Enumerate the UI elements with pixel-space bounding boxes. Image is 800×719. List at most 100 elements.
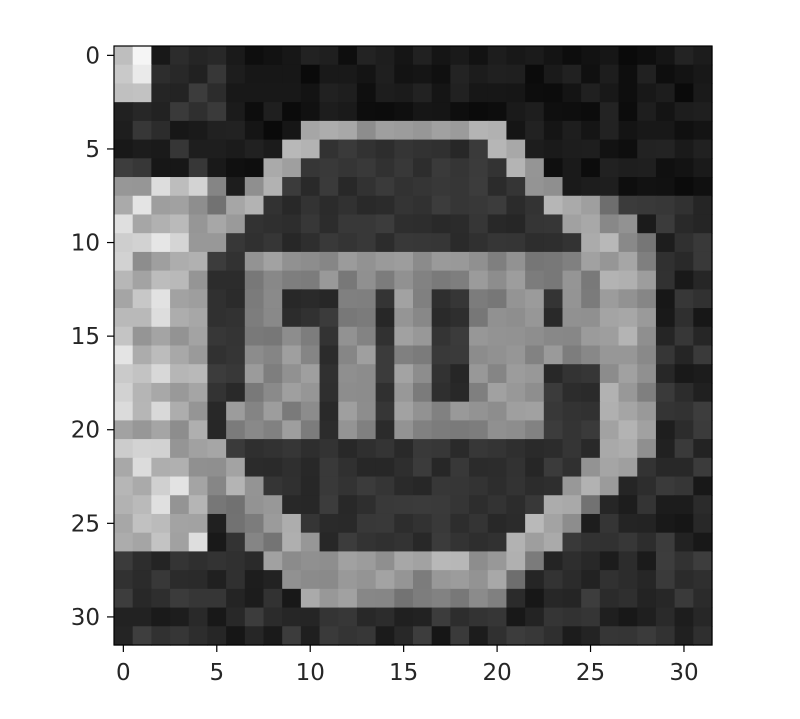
pixel-cell (655, 233, 676, 253)
pixel-cell (599, 345, 620, 365)
pixel-cell (319, 177, 339, 197)
pixel-cell (599, 401, 620, 421)
pixel-cell (674, 158, 694, 178)
pixel-cell (581, 46, 601, 66)
pixel-cell (506, 214, 526, 234)
pixel-cell (394, 158, 414, 178)
pixel-cell (244, 382, 265, 403)
pixel-cell (543, 364, 564, 384)
pixel-cell (506, 345, 526, 365)
pixel-cell (637, 102, 657, 122)
pixel-cell (207, 420, 227, 440)
pixel-cell (674, 364, 694, 384)
y-tick-label: 20 (71, 418, 100, 444)
pixel-cell (525, 177, 545, 197)
pixel-cell (244, 364, 265, 384)
pixel-cell (618, 214, 638, 234)
pixel-cell (562, 532, 582, 553)
pixel-cell (599, 364, 620, 384)
pixel-cell (375, 64, 395, 85)
pixel-cell (375, 102, 395, 122)
pixel-cell (581, 401, 601, 421)
pixel-cell (599, 233, 620, 253)
pixel-cell (151, 326, 171, 347)
pixel-cell (226, 233, 246, 253)
pixel-cell (655, 495, 676, 515)
pixel-cell (226, 551, 246, 571)
pixel-cell (282, 588, 302, 609)
pixel-cell (693, 195, 713, 216)
pixel-cell (244, 551, 265, 571)
pixel-cell (356, 551, 377, 571)
pixel-cell (338, 420, 358, 440)
pixel-cell (618, 233, 638, 253)
pixel-cell (114, 102, 134, 122)
pixel-cell (581, 382, 601, 403)
pixel-cell (300, 46, 321, 66)
pixel-cell (114, 158, 134, 178)
pixel-cell (282, 364, 302, 384)
pixel-cell (562, 588, 582, 609)
pixel-cell (151, 476, 171, 496)
pixel-cell (375, 83, 395, 103)
pixel-cell (543, 345, 564, 365)
pixel-cell (543, 626, 564, 646)
pixel-cell (543, 289, 564, 309)
y-axis: 0 5 10 15 20 25 30 (71, 43, 114, 631)
pixel-cell (375, 420, 395, 440)
pixel-cell (450, 158, 470, 178)
pixel-cell (356, 64, 377, 85)
pixel-cell (599, 551, 620, 571)
pixel-cell (394, 308, 414, 328)
pixel-cell (319, 233, 339, 253)
pixel-cell (356, 139, 377, 159)
pixel-cell (394, 214, 414, 234)
pixel-cell (525, 364, 545, 384)
pixel-cell (282, 439, 302, 459)
pixel-cell (431, 495, 451, 515)
pixel-cell (263, 495, 283, 515)
pixel-cell (170, 251, 190, 272)
pixel-cell (226, 364, 246, 384)
pixel-cell (207, 401, 227, 421)
pixel-cell (394, 457, 414, 478)
pixel-cell (338, 457, 358, 478)
pixel-cell (132, 46, 152, 66)
pixel-cell (226, 270, 246, 290)
pixel-cell (450, 457, 470, 478)
pixel-cell (319, 345, 339, 365)
pixel-cell (338, 139, 358, 159)
pixel-cell (450, 570, 470, 590)
pixel-cell (151, 120, 171, 141)
pixel-cell (356, 326, 377, 347)
pixel-cell (693, 270, 713, 290)
pixel-cell (618, 120, 638, 141)
pixel-cell (132, 308, 152, 328)
pixel-cell (263, 233, 283, 253)
pixel-cell (207, 626, 227, 646)
pixel-cell (599, 102, 620, 122)
pixel-cell (114, 177, 134, 197)
pixel-cell (356, 46, 377, 66)
pixel-cell (655, 251, 676, 272)
pixel-cell (170, 588, 190, 609)
pixel-cell (394, 495, 414, 515)
pixel-cell (599, 139, 620, 159)
pixel-cell (431, 270, 451, 290)
pixel-cell (487, 495, 508, 515)
pixel-cell (525, 551, 545, 571)
pixel-cell (132, 139, 152, 159)
pixel-cell (693, 177, 713, 197)
pixel-cell (114, 289, 134, 309)
pixel-cell (244, 308, 265, 328)
pixel-cell (543, 420, 564, 440)
pixel-cell (637, 588, 657, 609)
pixel-cell (469, 120, 489, 141)
pixel-cell (188, 195, 209, 216)
pixel-cell (599, 83, 620, 103)
pixel-cell (581, 289, 601, 309)
pixel-cell (637, 476, 657, 496)
pixel-cell (207, 139, 227, 159)
pixel-cell (674, 570, 694, 590)
pixel-cell (655, 326, 676, 347)
